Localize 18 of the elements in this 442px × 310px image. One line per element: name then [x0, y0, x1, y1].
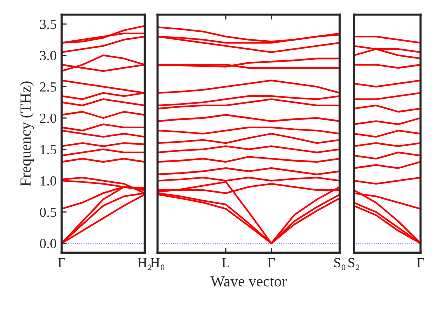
x-tick-label: H₀	[150, 258, 165, 270]
y-tick-label: 3.5	[40, 20, 56, 30]
y-tick-label: 1.5	[40, 145, 56, 155]
x-tick-label: H₂	[138, 258, 152, 270]
x-tick-label: Γ	[58, 258, 66, 268]
y-tick-label: 2.5	[40, 82, 56, 92]
x-tick-label: L	[222, 258, 230, 268]
x-tick-label: S₀	[334, 258, 346, 270]
y-tick-label: 1.0	[40, 176, 56, 186]
y-tick-label: 0.0	[40, 239, 56, 249]
x-tick-label: Γ	[268, 258, 276, 268]
y-tick-label: 2.0	[40, 114, 56, 124]
y-tick-label: 3.0	[40, 51, 56, 61]
x-tick-label: Γ	[417, 258, 424, 268]
y-axis-title: Frequency (THz)	[20, 82, 34, 186]
x-axis-title: Wave vector	[210, 276, 287, 287]
x-tick-label: S₂	[348, 258, 360, 270]
y-tick-label: 0.5	[40, 208, 56, 218]
